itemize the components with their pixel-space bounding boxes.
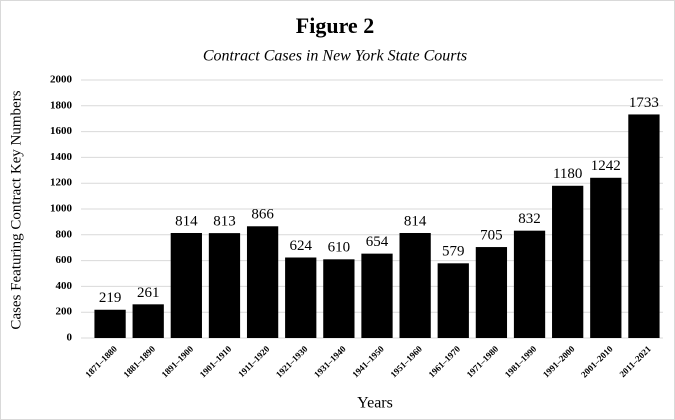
chart-subtitle: Contract Cases in New York State Courts [203,48,467,65]
data-label: 654 [366,234,389,250]
data-label: 261 [137,285,160,301]
bar [552,185,584,338]
data-label: 610 [328,240,351,256]
bar [590,177,622,338]
bar [285,257,317,338]
y-axis-label: Cases Featuring Contract Key Numbers [8,90,24,329]
y-tick-label: 2000 [50,74,73,86]
bar [94,309,126,338]
bar [323,259,355,338]
data-label: 814 [404,213,427,229]
y-tick-label: 1000 [50,203,73,215]
x-axis-label: Years [357,395,393,412]
y-tick-label: 1800 [50,99,73,111]
bar [170,232,202,338]
data-label: 813 [213,214,236,230]
bar [132,304,164,338]
bar [399,232,431,338]
bar [361,253,393,338]
data-label: 219 [99,290,122,306]
bar [475,247,508,338]
data-label: 832 [518,211,541,227]
data-label: 1733 [629,95,659,111]
chart-title: Figure 2 [296,13,374,38]
y-tick-label: 200 [56,306,73,318]
data-label: 1180 [553,166,582,182]
y-tick-label: 400 [56,280,73,292]
bar [208,233,241,338]
bar [246,226,279,338]
y-tick-label: 800 [56,228,73,240]
y-tick-label: 1400 [50,151,73,163]
data-label: 866 [251,207,274,223]
y-tick-label: 1600 [50,125,73,137]
bar [437,263,469,338]
data-label: 1242 [591,158,621,174]
data-label: 579 [442,244,465,260]
y-tick-label: 600 [56,254,73,266]
data-label: 705 [480,227,503,243]
bar [628,114,660,339]
data-label: 814 [175,213,198,229]
y-tick-label: 0 [67,332,73,344]
y-tick-label: 1200 [50,177,73,189]
data-label: 624 [289,238,312,254]
bar [513,230,546,338]
